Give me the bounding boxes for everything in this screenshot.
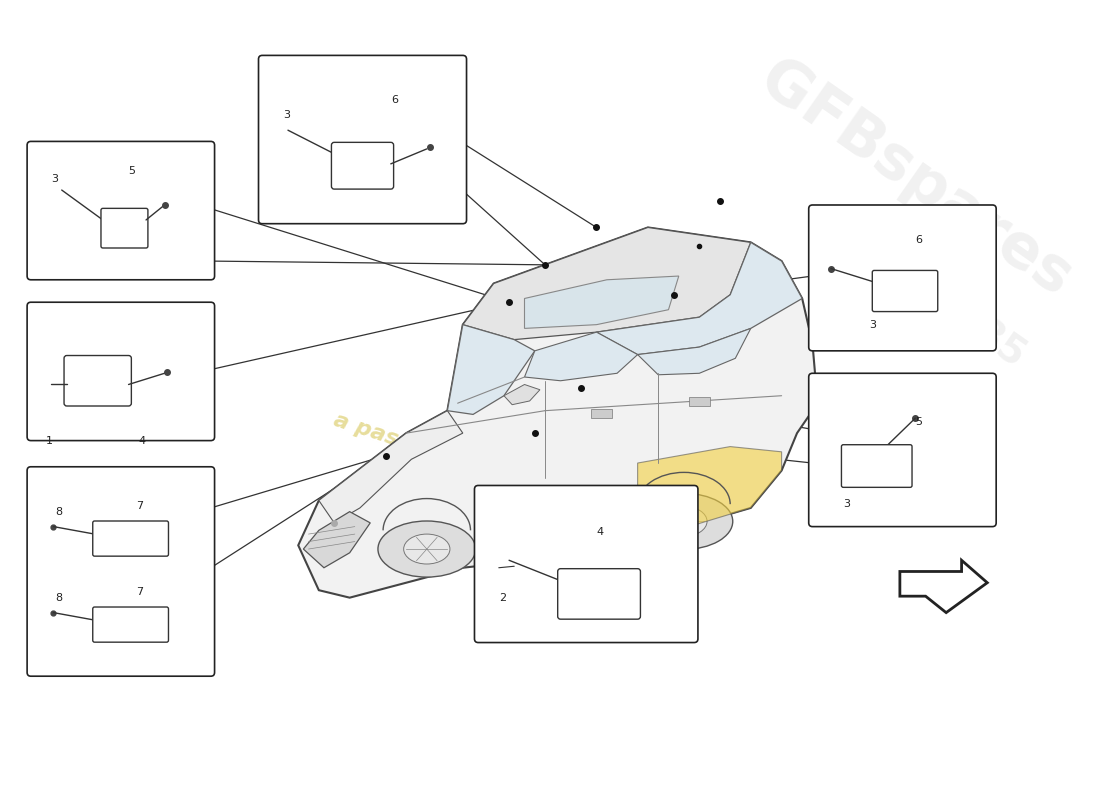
Polygon shape: [319, 410, 463, 523]
Polygon shape: [298, 227, 817, 598]
Polygon shape: [900, 560, 988, 613]
FancyBboxPatch shape: [842, 445, 912, 487]
Ellipse shape: [661, 506, 707, 536]
FancyBboxPatch shape: [808, 205, 997, 351]
FancyBboxPatch shape: [558, 569, 640, 619]
Text: 3: 3: [844, 499, 850, 509]
FancyBboxPatch shape: [474, 486, 697, 642]
Polygon shape: [596, 242, 802, 354]
Text: a passion for parts since 1985: a passion for parts since 1985: [331, 410, 697, 546]
Text: 4: 4: [596, 527, 604, 537]
Text: 8: 8: [55, 593, 63, 602]
Polygon shape: [638, 329, 751, 374]
FancyBboxPatch shape: [872, 270, 937, 311]
FancyBboxPatch shape: [64, 355, 131, 406]
Polygon shape: [525, 276, 679, 329]
Text: 3: 3: [52, 174, 58, 184]
Text: 1: 1: [46, 435, 53, 446]
Polygon shape: [638, 446, 782, 526]
FancyBboxPatch shape: [28, 142, 214, 280]
Text: 5: 5: [915, 417, 922, 427]
Text: 4: 4: [139, 435, 146, 446]
FancyBboxPatch shape: [92, 607, 168, 642]
Polygon shape: [504, 385, 540, 405]
Text: 2: 2: [498, 593, 506, 602]
Text: since 1985: since 1985: [818, 208, 1033, 374]
FancyBboxPatch shape: [92, 521, 168, 556]
Ellipse shape: [404, 534, 450, 564]
FancyBboxPatch shape: [28, 466, 214, 676]
Text: GFBspares: GFBspares: [748, 50, 1082, 309]
Ellipse shape: [635, 494, 733, 550]
Polygon shape: [463, 227, 751, 340]
Polygon shape: [525, 332, 638, 381]
FancyBboxPatch shape: [808, 374, 997, 526]
Bar: [592, 409, 612, 418]
Text: 3: 3: [283, 110, 289, 120]
Text: 8: 8: [55, 506, 63, 517]
FancyBboxPatch shape: [331, 142, 394, 189]
Text: 6: 6: [390, 95, 398, 106]
FancyBboxPatch shape: [101, 208, 147, 248]
Ellipse shape: [378, 521, 475, 577]
Polygon shape: [448, 325, 535, 414]
Text: 6: 6: [915, 235, 922, 245]
Bar: [689, 398, 710, 406]
Text: 7: 7: [135, 587, 143, 598]
FancyBboxPatch shape: [258, 55, 466, 224]
Text: 3: 3: [869, 320, 876, 330]
FancyBboxPatch shape: [28, 302, 214, 441]
Polygon shape: [304, 512, 371, 568]
Text: 5: 5: [129, 166, 135, 176]
Text: 7: 7: [135, 502, 143, 511]
